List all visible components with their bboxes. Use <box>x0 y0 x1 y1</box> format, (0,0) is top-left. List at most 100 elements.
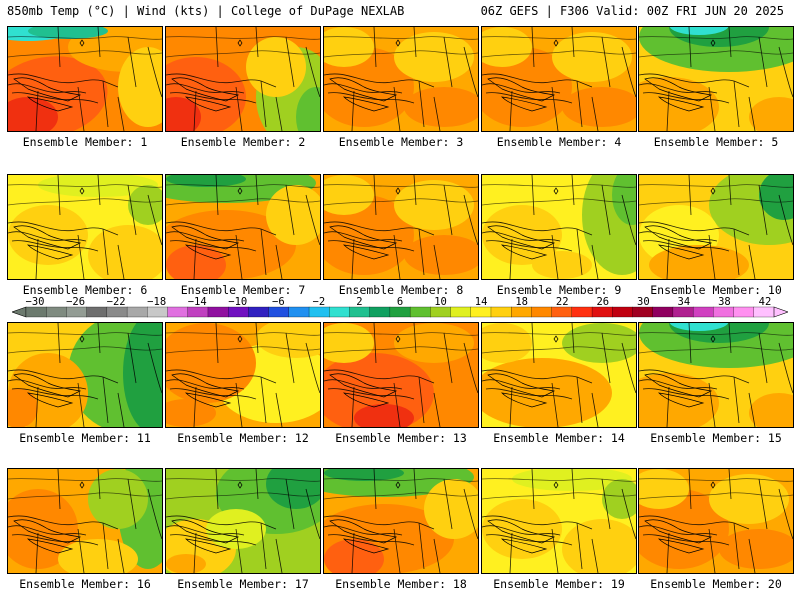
ensemble-member-label: Ensemble Member: 1 <box>22 135 148 149</box>
ensemble-map-11 <box>7 322 163 428</box>
colorbar-swatch <box>86 306 108 318</box>
colorbar-swatch <box>126 306 148 318</box>
colorbar-swatch <box>652 306 674 318</box>
colorbar-swatch <box>369 306 391 318</box>
colorbar-tick-label: 22 <box>555 296 569 308</box>
colorbar-swatch <box>409 306 431 318</box>
colorbar-swatch <box>66 306 88 318</box>
colorbar-tick-label: −30 <box>25 296 45 308</box>
ensemble-map-1 <box>7 26 163 132</box>
model-run-info: 06Z GEFS | F306 Valid: 00Z FRI JUN 20 20… <box>480 4 784 18</box>
colorbar-tick-label: 14 <box>474 296 488 308</box>
colorbar-swatch <box>288 306 310 318</box>
temperature-map <box>8 175 162 279</box>
colorbar-tick-label: −18 <box>147 296 167 308</box>
ensemble-member-label: Ensemble Member: 19 <box>493 577 625 591</box>
colorbar-swatch <box>25 306 47 318</box>
ensemble-member-label: Ensemble Member: 7 <box>180 283 306 297</box>
colorbar-swatch <box>430 306 451 318</box>
ensemble-member-label: Ensemble Member: 18 <box>335 577 467 591</box>
colorbar-swatch <box>511 306 532 318</box>
temperature-map <box>166 469 320 573</box>
ensemble-map-20 <box>638 468 794 574</box>
colorbar-swatch <box>490 306 512 318</box>
colorbar-swatch <box>672 306 694 318</box>
colorbar-swatch <box>632 306 654 318</box>
ensemble-member-label: Ensemble Member: 11 <box>19 431 151 445</box>
temperature-map <box>8 27 162 131</box>
temperature-map <box>324 323 478 427</box>
colorbar-tick-label: −22 <box>106 296 126 308</box>
temperature-map <box>324 469 478 573</box>
ensemble-map-5 <box>638 26 794 132</box>
ensemble-member-label: Ensemble Member: 17 <box>177 577 309 591</box>
ensemble-map-12 <box>165 322 321 428</box>
colorbar-swatch <box>248 306 270 318</box>
colorbar-swatch <box>187 306 209 318</box>
temperature-map <box>639 469 793 573</box>
colorbar-swatch <box>389 306 411 318</box>
ensemble-member-label: Ensemble Member: 12 <box>177 431 309 445</box>
ensemble-map-4 <box>481 26 637 132</box>
colorbar-swatch <box>207 306 229 318</box>
ensemble-map-17 <box>165 468 321 574</box>
colorbar-tick-label: 10 <box>434 296 447 308</box>
ensemble-member-label: Ensemble Member: 10 <box>650 283 782 297</box>
colorbar-tick-label: 2 <box>356 296 363 308</box>
colorbar-swatch <box>228 306 249 318</box>
ensemble-map-16 <box>7 468 163 574</box>
colorbar-tick-label: 26 <box>596 296 610 308</box>
temperature-map <box>8 469 162 573</box>
colorbar-right-arrow <box>773 306 788 318</box>
ensemble-map-8 <box>323 174 479 280</box>
temperature-map <box>639 175 793 279</box>
ensemble-map-14 <box>481 322 637 428</box>
ensemble-member-label: Ensemble Member: 20 <box>650 577 782 591</box>
ensemble-map-9 <box>481 174 637 280</box>
ensemble-member-label: Ensemble Member: 4 <box>496 135 622 149</box>
ensemble-map-6 <box>7 174 163 280</box>
ensemble-map-18 <box>323 468 479 574</box>
colorbar-swatch <box>591 306 613 318</box>
ensemble-map-10 <box>638 174 794 280</box>
colorbar-tick-label: 6 <box>396 296 404 308</box>
colorbar-swatch <box>450 306 472 318</box>
temperature-map <box>639 323 793 427</box>
temperature-map <box>166 27 320 131</box>
colorbar-tick-label: 34 <box>677 296 691 308</box>
colorbar-tick-label: 30 <box>637 296 650 308</box>
colorbar-swatch <box>571 306 593 318</box>
colorbar-swatch <box>308 306 330 318</box>
temperature-map <box>639 27 793 131</box>
ensemble-map-2 <box>165 26 321 132</box>
colorbar-swatch <box>531 306 553 318</box>
colorbar-swatch <box>551 306 573 318</box>
colorbar-tick-label: −2 <box>312 296 326 308</box>
temperature-map <box>482 175 636 279</box>
colorbar-swatch <box>268 306 290 318</box>
temperature-map <box>482 469 636 573</box>
colorbar-tick-label: 18 <box>515 296 528 308</box>
temperature-map <box>482 323 636 427</box>
colorbar-tick-label: 42 <box>758 296 772 308</box>
ensemble-member-label: Ensemble Member: 9 <box>496 283 622 297</box>
colorbar-swatch <box>349 306 371 318</box>
ensemble-map-19 <box>481 468 637 574</box>
colorbar-swatch <box>692 306 714 318</box>
temperature-map <box>482 27 636 131</box>
colorbar-swatch <box>733 306 755 318</box>
colorbar-swatch <box>46 306 67 318</box>
colorbar-swatch <box>147 306 168 318</box>
colorbar-swatch <box>753 306 775 318</box>
colorbar-swatch <box>470 306 492 318</box>
ensemble-member-label: Ensemble Member: 6 <box>22 283 148 297</box>
temperature-map <box>324 27 478 131</box>
ensemble-member-label: Ensemble Member: 5 <box>653 135 779 149</box>
colorbar-swatch <box>106 306 128 318</box>
chart-title: 850mb Temp (°C) | Wind (kts) | College o… <box>7 4 405 18</box>
colorbar-swatch <box>612 306 633 318</box>
ensemble-member-label: Ensemble Member: 8 <box>338 283 464 297</box>
colorbar-swatch <box>167 306 189 318</box>
colorbar-tick-label: −6 <box>272 296 285 308</box>
temperature-colorbar <box>12 306 788 318</box>
